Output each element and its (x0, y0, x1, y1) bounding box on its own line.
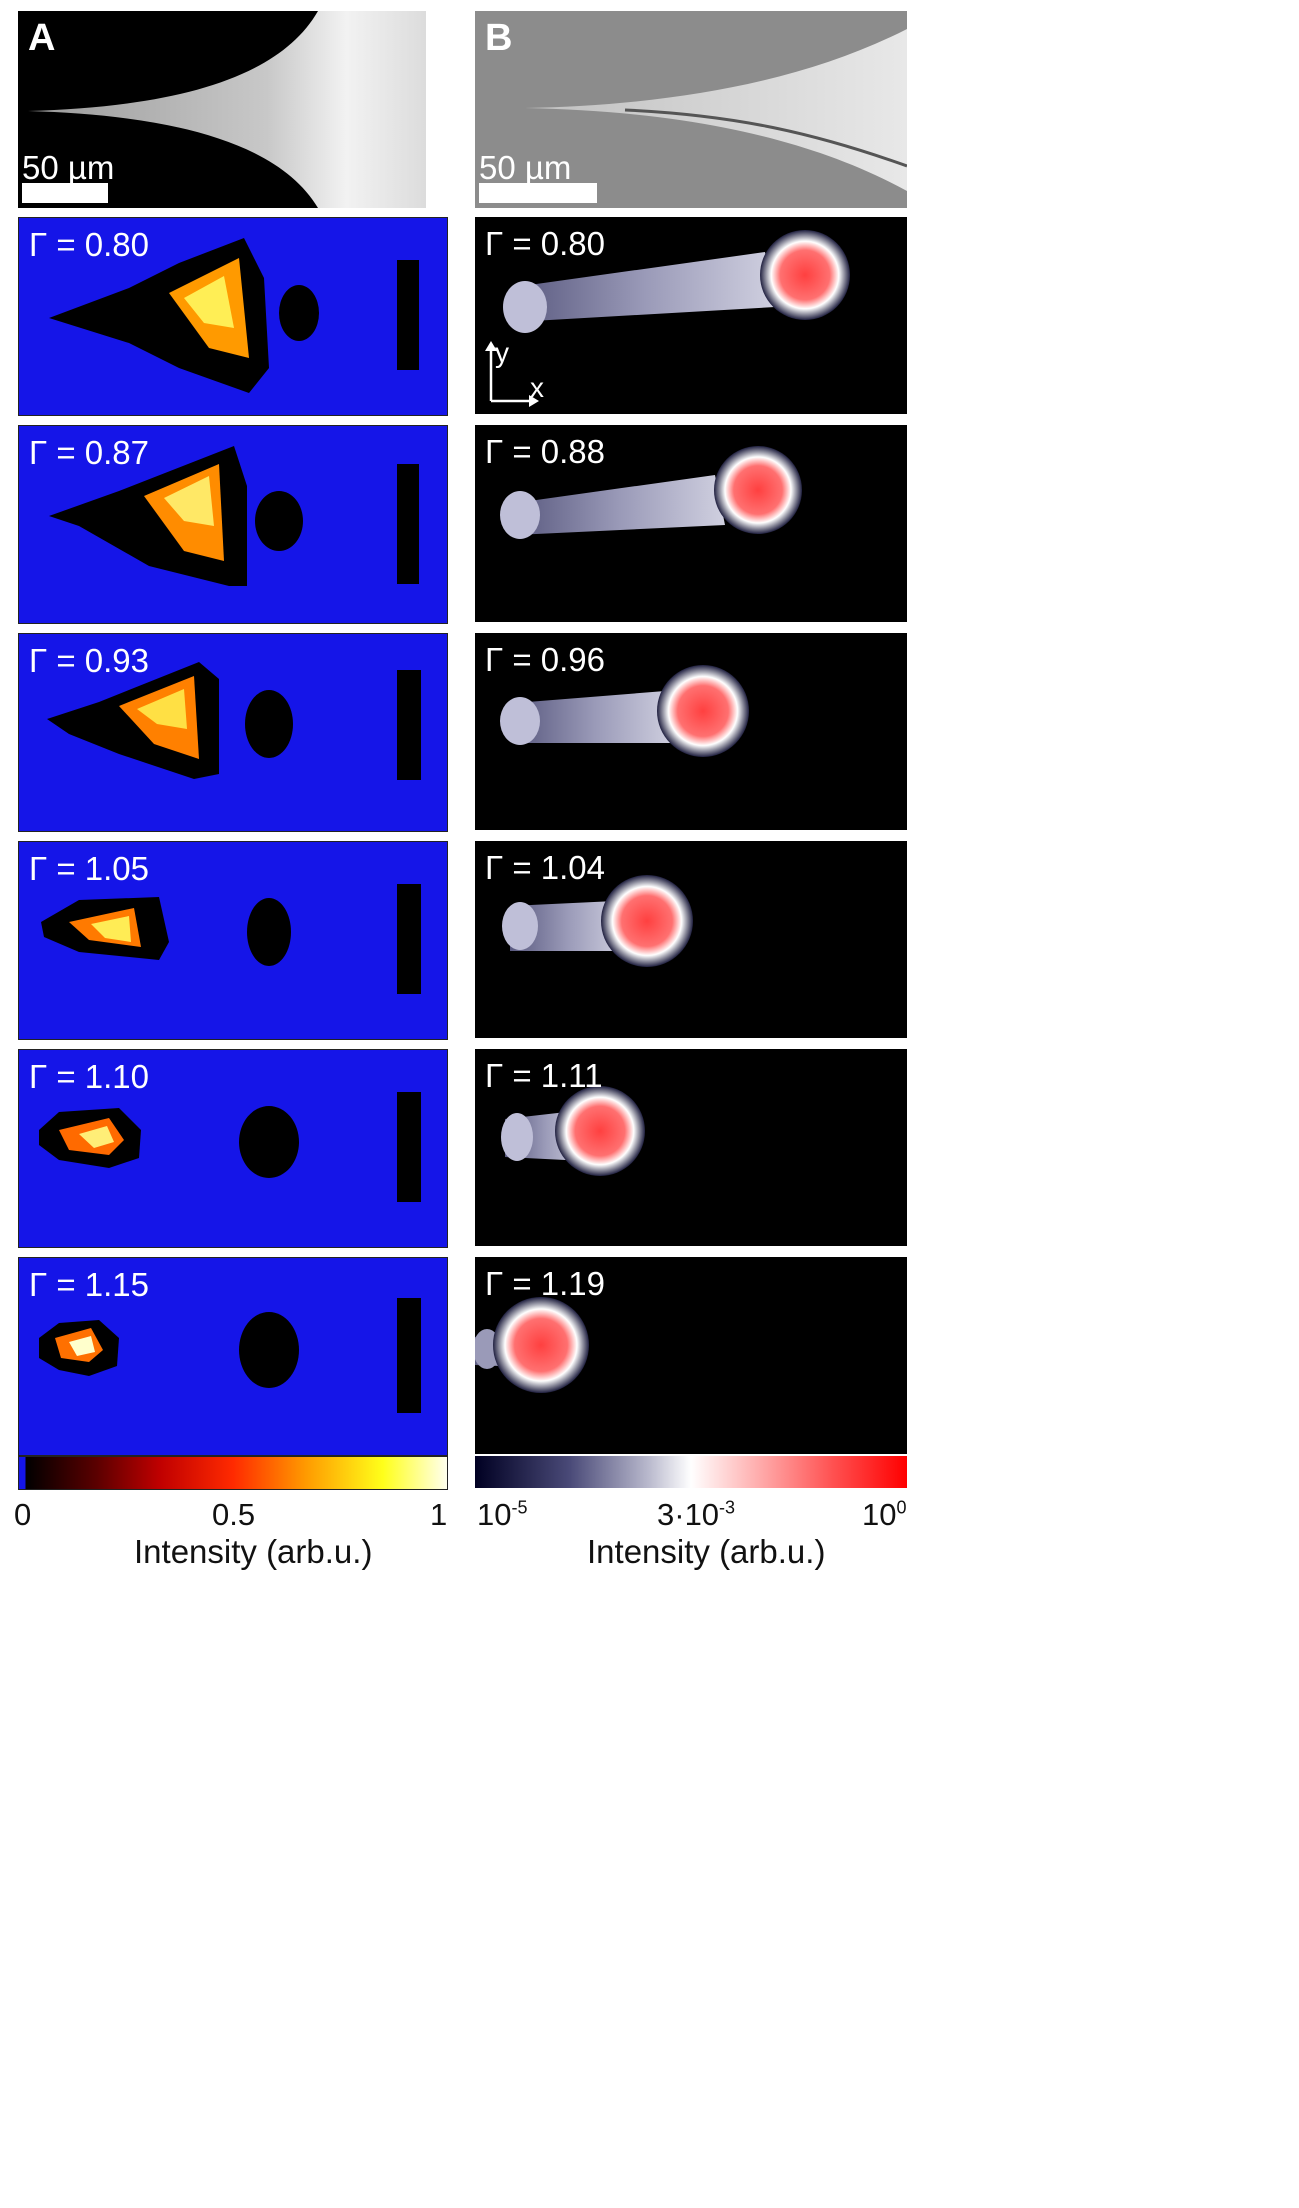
scalebar-b (479, 183, 597, 203)
axes-arrows-icon (485, 341, 539, 407)
left-gamma-4: Γ = 1.05 (29, 850, 150, 887)
right-gamma-6: Γ = 1.19 (485, 1265, 606, 1302)
right-panel-5: Γ = 1.11 (475, 1049, 907, 1246)
left-panel-3-map (47, 662, 421, 780)
left-panel-5: Γ = 1.10 (18, 1049, 448, 1248)
left-gamma-6: Γ = 1.15 (29, 1266, 150, 1303)
right-panel-6-map (475, 1297, 589, 1393)
left-panel-5-map (39, 1092, 421, 1202)
colorbar-left-tick-2: 1 (430, 1497, 448, 1532)
tick-max-exp: 0 (896, 1497, 907, 1518)
left-panel-6-map (39, 1298, 421, 1413)
colorbar-left (18, 1456, 448, 1490)
colorbar-left-tick-0: 0 (14, 1497, 32, 1532)
left-panel-1: Γ = 0.80 (18, 217, 448, 416)
right-panel-2: Γ = 0.88 (475, 425, 907, 622)
tick-mid-base: 3·10 (657, 1497, 720, 1532)
panel-label-a: A (28, 17, 56, 59)
left-gamma-3: Γ = 0.93 (29, 642, 150, 679)
right-panel-2-map (500, 446, 802, 539)
axis-x-label: x (530, 372, 544, 403)
left-panel-4: Γ = 1.05 (18, 841, 448, 1040)
right-gamma-3: Γ = 0.96 (485, 641, 606, 678)
left-gamma-5: Γ = 1.10 (29, 1058, 150, 1095)
sem-image-a: A 50 µm (18, 11, 426, 208)
tick-max-base: 10 (862, 1497, 897, 1532)
tick-min-exp: -5 (511, 1497, 528, 1518)
colorbar-right-tick-mid: 3·10-3 (657, 1497, 735, 1533)
tick-min-base: 10 (477, 1497, 512, 1532)
right-gamma-4: Γ = 1.04 (485, 849, 606, 886)
left-panel-1-map (49, 238, 419, 393)
colorbar-right-tick-min: 10-5 (477, 1497, 528, 1533)
scalebar-label-b: 50 µm (479, 149, 572, 186)
left-panel-2-map (49, 446, 419, 586)
left-panel-3: Γ = 0.93 (18, 633, 448, 832)
right-gamma-1: Γ = 0.80 (485, 225, 606, 262)
colorbar-left-label: Intensity (arb.u.) (134, 1533, 373, 1570)
left-panel-6: Γ = 1.15 (18, 1257, 448, 1456)
right-panel-3-map (500, 665, 749, 757)
right-panel-4-map (502, 875, 693, 967)
left-gamma-1: Γ = 0.80 (29, 226, 150, 263)
sem-fiber-taper-b (525, 29, 907, 191)
tick-mid-exp: -3 (719, 1497, 736, 1518)
colorbar-right-label: Intensity (arb.u.) (587, 1533, 826, 1570)
sem-image-b: B 50 µm (475, 11, 907, 208)
left-panel-4-map (41, 884, 421, 994)
right-gamma-2: Γ = 0.88 (485, 433, 606, 470)
colorbar-right-tick-max: 100 (862, 1497, 907, 1533)
scalebar-label-a: 50 µm (22, 149, 115, 186)
left-gamma-2: Γ = 0.87 (29, 434, 150, 471)
left-panel-2: Γ = 0.87 (18, 425, 448, 624)
right-panel-5-map (501, 1086, 645, 1176)
right-panel-3: Γ = 0.96 (475, 633, 907, 830)
right-panel-4: Γ = 1.04 (475, 841, 907, 1038)
right-gamma-5: Γ = 1.11 (485, 1057, 603, 1094)
right-panel-1: Γ = 0.80 y x (475, 217, 907, 414)
colorbar-right (475, 1456, 907, 1488)
panel-label-b: B (485, 17, 513, 59)
axis-y-label: y (495, 337, 509, 368)
sem-fiber-taper-a (28, 11, 426, 208)
right-panel-6: Γ = 1.19 (475, 1257, 907, 1454)
right-panel-1-map (503, 230, 850, 333)
scalebar-a (22, 183, 108, 203)
colorbar-left-tick-1: 0.5 (212, 1497, 256, 1532)
